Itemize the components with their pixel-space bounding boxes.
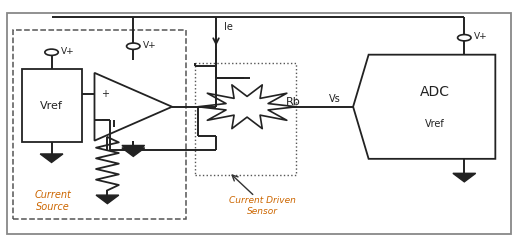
Text: ADC: ADC <box>420 85 450 99</box>
Bar <box>22 69 82 142</box>
Bar <box>13 30 186 219</box>
Text: V+: V+ <box>474 33 487 41</box>
Polygon shape <box>122 148 145 156</box>
Text: Rb: Rb <box>286 97 301 107</box>
Text: Vref: Vref <box>425 119 445 129</box>
Circle shape <box>126 43 140 49</box>
Circle shape <box>45 49 58 55</box>
Text: V+: V+ <box>142 41 156 50</box>
Polygon shape <box>95 73 172 141</box>
Text: V+: V+ <box>61 47 74 56</box>
Text: Vref: Vref <box>41 100 63 110</box>
Text: Vs: Vs <box>329 95 341 104</box>
Circle shape <box>458 35 471 41</box>
Bar <box>196 63 296 175</box>
Text: −: − <box>101 115 109 125</box>
Polygon shape <box>40 154 63 162</box>
Text: Current
Source: Current Source <box>35 190 72 212</box>
Polygon shape <box>96 195 119 204</box>
Text: Current Driven
Sensor: Current Driven Sensor <box>229 196 296 216</box>
Polygon shape <box>453 173 476 182</box>
Polygon shape <box>122 146 145 154</box>
Text: +: + <box>101 89 109 99</box>
Polygon shape <box>353 55 496 159</box>
Text: Ie: Ie <box>224 22 232 32</box>
